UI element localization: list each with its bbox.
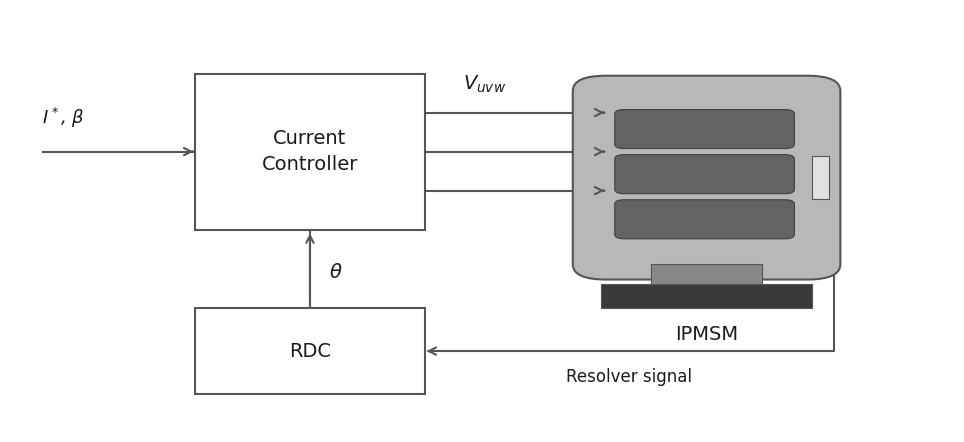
Bar — [812, 156, 829, 199]
FancyBboxPatch shape — [615, 200, 794, 239]
FancyBboxPatch shape — [573, 76, 841, 279]
Text: $\mathit{I}^*$, $\beta$: $\mathit{I}^*$, $\beta$ — [42, 106, 85, 130]
Bar — [602, 284, 812, 308]
Bar — [196, 73, 425, 230]
Bar — [196, 308, 425, 394]
Text: RDC: RDC — [289, 342, 331, 361]
Text: $\mathit{V}_{uvw}$: $\mathit{V}_{uvw}$ — [463, 74, 506, 95]
Text: IPMSM: IPMSM — [675, 325, 738, 344]
FancyBboxPatch shape — [615, 110, 794, 149]
Bar — [652, 264, 762, 284]
FancyBboxPatch shape — [615, 155, 794, 194]
Text: $\theta$: $\theta$ — [329, 263, 342, 282]
Text: Current
Controller: Current Controller — [262, 129, 359, 174]
Text: Resolver signal: Resolver signal — [566, 369, 692, 386]
